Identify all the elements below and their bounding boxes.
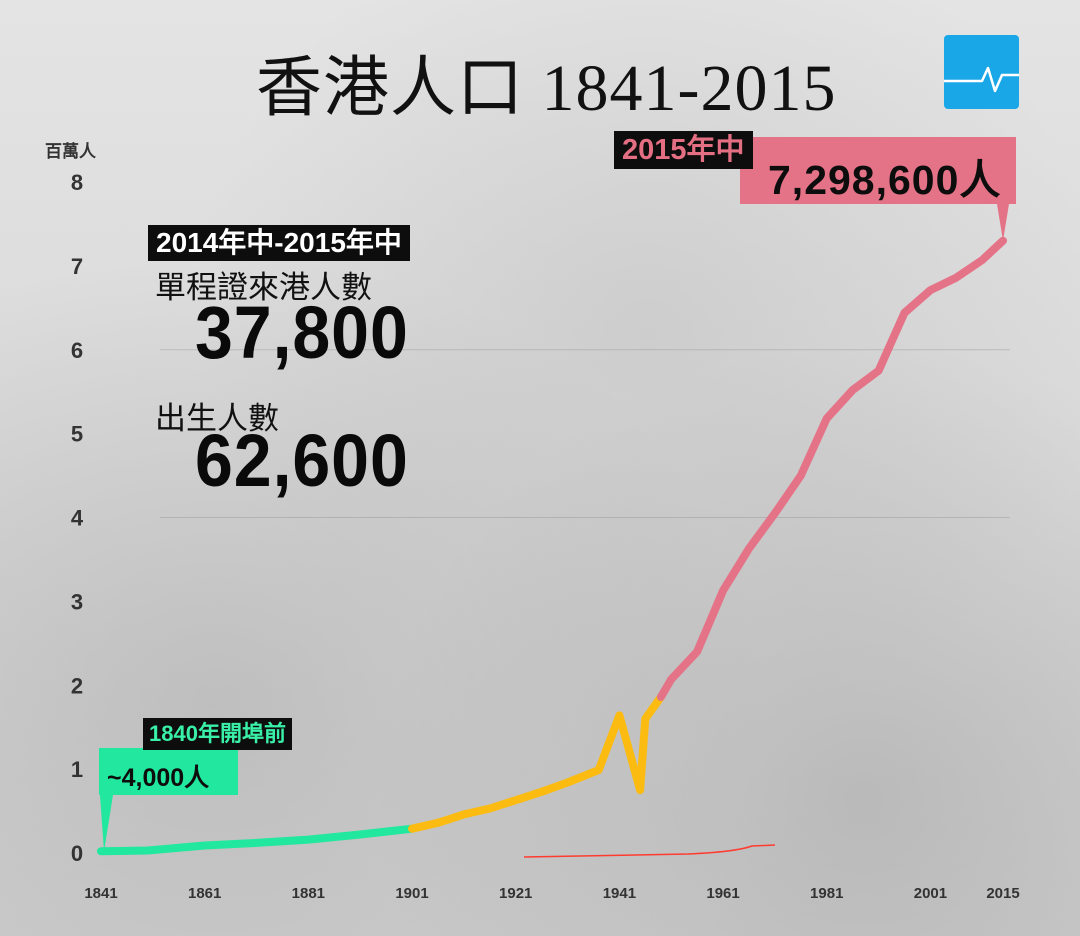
earliest-population-date: 1840年開埠前 [143, 718, 292, 750]
x-tick-label: 1881 [292, 885, 325, 902]
x-tick-label: 2015 [986, 885, 1019, 902]
x-tick-label: 1921 [499, 885, 532, 902]
series-line-2 [408, 693, 665, 833]
y-tick-label: 4 [71, 506, 84, 531]
x-tick-label: 1941 [603, 885, 636, 902]
page-title: 香港人口 1841-2015 [256, 52, 837, 125]
latest-population-value: 7,298,600人 [768, 157, 1002, 203]
y-tick-label: 7 [71, 254, 83, 279]
red-annotation-stroke [523, 844, 776, 858]
x-tick-label: 1861 [188, 885, 221, 902]
series-line-1 [97, 824, 416, 856]
one-way-permit-label: 單程證來港人數 [155, 270, 372, 305]
x-tick-label: 1961 [706, 885, 739, 902]
pulse-chart-icon [944, 35, 1019, 109]
y-tick-label: 8 [71, 170, 83, 195]
latest-callout-pointer [997, 204, 1009, 241]
y-tick-label: 0 [71, 841, 83, 866]
y-axis-unit: 百萬人 [45, 142, 96, 161]
births-value: 62,600 [195, 419, 409, 502]
earliest-callout-pointer [100, 795, 113, 852]
births-label: 出生人數 [155, 401, 279, 436]
latest-population-date: 2015年中 [614, 131, 753, 169]
latest-population-callout [740, 137, 1016, 204]
series-line-3 [656, 236, 1007, 701]
one-way-permit-value: 37,800 [195, 291, 409, 374]
y-tick-label: 2 [71, 673, 83, 698]
x-tick-label: 1981 [810, 885, 843, 902]
x-tick-label: 1841 [84, 885, 117, 902]
y-tick-label: 1 [71, 757, 83, 782]
x-tick-label: 2001 [914, 885, 947, 902]
y-tick-label: 6 [71, 338, 83, 363]
y-tick-label: 5 [71, 422, 83, 447]
y-tick-label: 3 [71, 589, 83, 614]
period-badge: 2014年中-2015年中 [148, 225, 410, 261]
x-tick-label: 1901 [395, 885, 428, 902]
earliest-population-callout [99, 748, 238, 795]
earliest-population-value: ~4,000人 [107, 764, 210, 792]
